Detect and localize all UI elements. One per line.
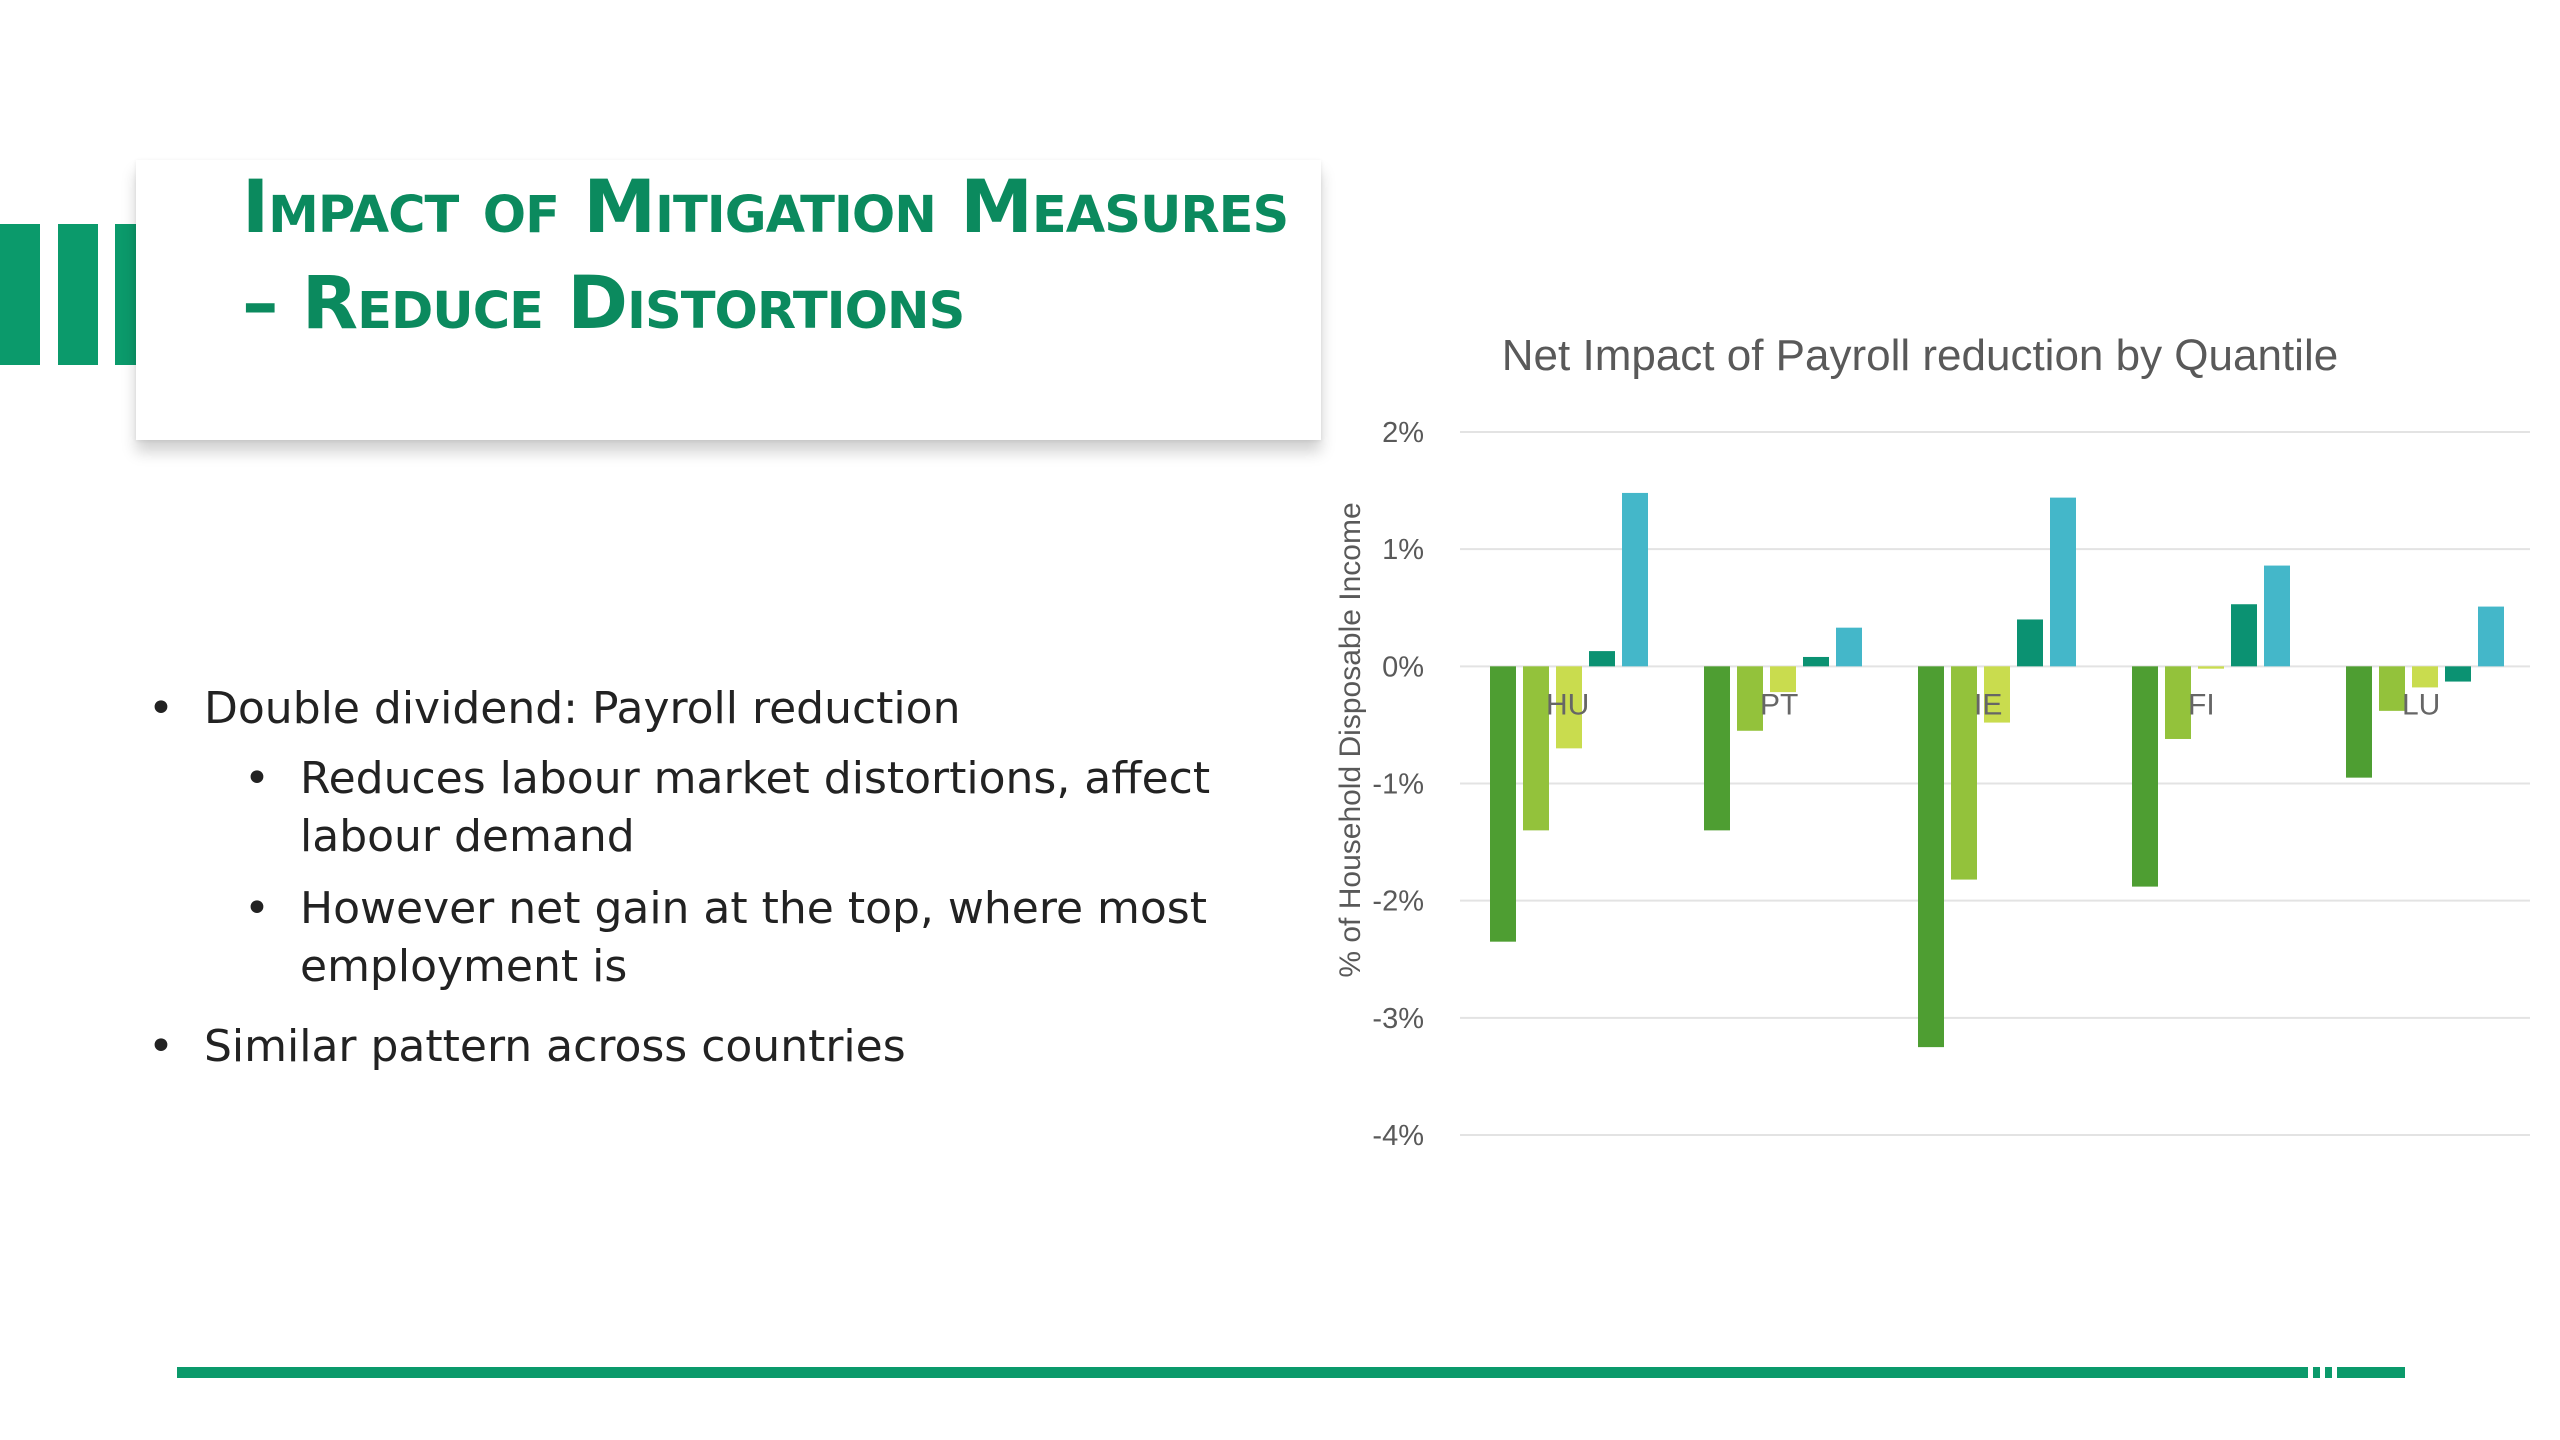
y-tick-label: -3%: [1372, 1003, 1424, 1035]
bullet-item: • Reduces labour market distortions, aff…: [148, 750, 1268, 866]
footer-rule-notch: [2332, 1367, 2337, 1378]
bar-pt-4: [1803, 656, 1829, 667]
bar-lu-4: [2445, 666, 2471, 682]
footer-rule-notch: [2308, 1367, 2313, 1378]
gridlines: [1460, 431, 2530, 1136]
footer-rule-notch: [2320, 1367, 2325, 1378]
bullet-text: However net gain at the top, where most …: [300, 883, 1207, 992]
bar-fi-3: [2198, 666, 2224, 669]
bar-pt-3: [1770, 666, 1796, 693]
accent-bar: [0, 224, 40, 365]
y-tick-label: 1%: [1382, 534, 1424, 566]
bullet-dot: •: [148, 683, 174, 734]
payroll-impact-chart: Net Impact of Payroll reduction by Quant…: [1334, 331, 2530, 1152]
bar-lu-1: [2346, 666, 2372, 778]
bullet-item: • However net gain at the top, where mos…: [148, 880, 1268, 996]
bullet-dot: •: [244, 883, 270, 934]
y-tick-label: -2%: [1372, 886, 1424, 918]
bar-hu-3: [1556, 666, 1582, 749]
bar-ie-3: [1984, 666, 2010, 723]
bars: [1490, 492, 2504, 1048]
category-label: LU: [2402, 688, 2440, 721]
slide-title: Impact of Mitigation Measures – Reduce D…: [242, 165, 1289, 346]
bullet-text: Similar pattern across countries: [204, 1021, 906, 1072]
bullet-item: • Double dividend: Payroll reduction: [148, 680, 1268, 738]
bullet-dot: •: [148, 1021, 174, 1072]
bullet-list: • Double dividend: Payroll reduction • R…: [148, 680, 1268, 1076]
bar-lu-5: [2478, 606, 2504, 667]
bullet-text: Reduces labour market distortions, affec…: [300, 753, 1211, 862]
accent-bar: [58, 224, 98, 365]
bullet-text: Double dividend: Payroll reduction: [204, 683, 961, 734]
bar-pt-2: [1737, 666, 1763, 731]
y-axis-label: % of Household Disposable Income: [1334, 502, 1367, 977]
bar-fi-1: [2132, 666, 2158, 887]
bar-hu-2: [1523, 666, 1549, 831]
category-labels: HU PT IE FI LU: [1546, 688, 2440, 721]
accent-bar: [115, 224, 136, 365]
bullet-dot: •: [244, 753, 270, 804]
bar-fi-5: [2264, 565, 2290, 667]
y-tick-label: -1%: [1372, 769, 1424, 801]
category-label: HU: [1546, 688, 1589, 721]
bar-hu-4: [1589, 651, 1615, 667]
bar-lu-3: [2412, 666, 2438, 688]
bar-ie-5: [2050, 497, 2076, 667]
y-axis-ticks: 2% 1% 0% -1% -2% -3% -4%: [1372, 417, 1424, 1152]
bullet-item: • Similar pattern across countries: [148, 1018, 1268, 1076]
y-tick-label: 2%: [1382, 417, 1424, 449]
bar-fi-4: [2231, 604, 2257, 667]
category-label: FI: [2188, 688, 2215, 721]
bar-pt-5: [1836, 627, 1862, 667]
bar-hu-5: [1622, 492, 1648, 667]
chart-title: Net Impact of Payroll reduction by Quant…: [1502, 331, 2338, 380]
y-tick-label: 0%: [1382, 651, 1424, 683]
bar-pt-1: [1704, 666, 1730, 831]
bar-ie-2: [1951, 666, 1977, 880]
footer-rule: [177, 1367, 2405, 1378]
category-label: PT: [1760, 688, 1798, 721]
bar-ie-1: [1918, 666, 1944, 1048]
bar-hu-1: [1490, 666, 1516, 942]
y-tick-label: -4%: [1372, 1120, 1424, 1152]
bar-lu-2: [2379, 666, 2405, 711]
bar-fi-2: [2165, 666, 2191, 739]
bar-ie-4: [2017, 619, 2043, 667]
category-label: IE: [1974, 688, 2002, 721]
title-card: Impact of Mitigation Measures – Reduce D…: [136, 160, 1321, 440]
